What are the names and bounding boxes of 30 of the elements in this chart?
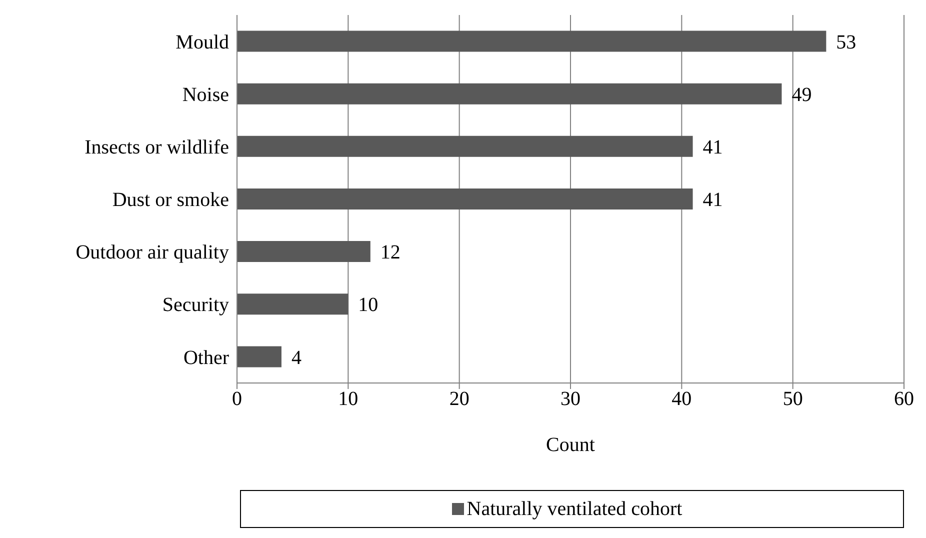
bar [237, 294, 348, 315]
bar [237, 188, 693, 210]
legend-label: Naturally ventilated cohort [466, 498, 682, 520]
bar [237, 30, 826, 52]
bar [237, 83, 782, 104]
data-label: 49 [792, 84, 812, 106]
x-tick-label: 30 [560, 388, 580, 410]
x-tick-label: 20 [449, 388, 470, 410]
x-tick-label: 0 [232, 388, 242, 410]
data-label: 10 [358, 294, 378, 316]
y-tick-label: Outdoor air quality [76, 242, 229, 264]
y-tick-label: Mould [176, 31, 229, 54]
x-axis-title: Count [546, 434, 596, 456]
data-label: 12 [380, 242, 400, 264]
y-tick-label: Noise [182, 84, 230, 106]
y-tick-label: Security [162, 294, 229, 316]
y-tick-label: Insects or wildlife [84, 136, 230, 159]
y-tick-label: Other [183, 346, 230, 369]
data-label: 4 [291, 346, 302, 369]
x-tick-label: 10 [338, 388, 358, 410]
bar [237, 346, 282, 368]
data-label: 41 [702, 189, 723, 212]
data-label: 53 [836, 31, 856, 54]
bar [237, 136, 693, 157]
x-tick-label: 60 [894, 388, 914, 410]
x-tick-label: 40 [672, 388, 692, 410]
x-tick-label: 50 [782, 388, 803, 410]
bar [237, 241, 370, 262]
y-tick-label: Dust or smoke [112, 189, 230, 212]
data-label: 41 [702, 136, 723, 159]
